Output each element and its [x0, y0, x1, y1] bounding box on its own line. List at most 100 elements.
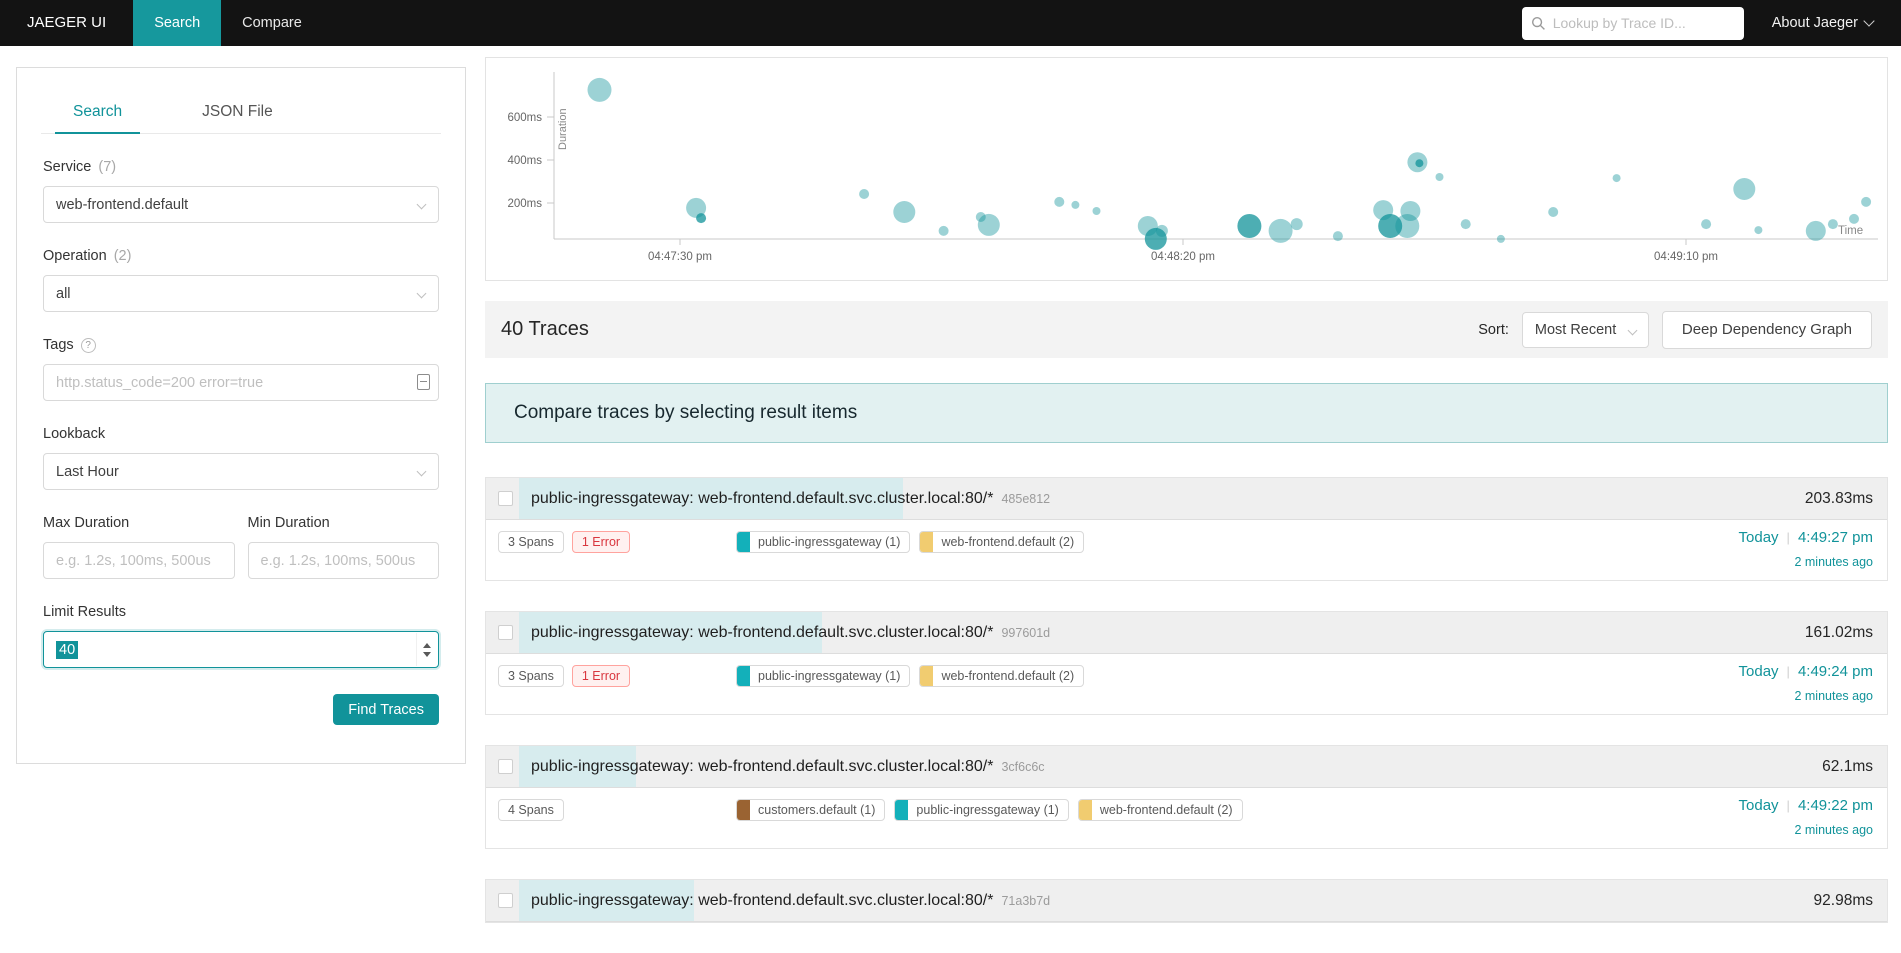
chevron-down-icon	[416, 199, 427, 210]
trace-title-link[interactable]: public-ingressgateway: web-frontend.defa…	[531, 757, 1045, 775]
compare-banner-text: Compare traces by selecting result items	[514, 402, 858, 423]
scatter-point[interactable]	[1861, 196, 1872, 207]
scatter-point[interactable]	[1701, 219, 1712, 230]
trace-title-link[interactable]: public-ingressgateway: web-frontend.defa…	[531, 891, 1051, 909]
scatter-point[interactable]	[587, 77, 612, 102]
deep-dependency-graph-button[interactable]: Deep Dependency Graph	[1661, 310, 1872, 349]
scatter-point[interactable]	[1268, 218, 1293, 243]
trace-duration: 161.02ms	[1804, 623, 1873, 641]
trace-id: 997601d	[1001, 625, 1051, 640]
scatter-point[interactable]	[1460, 219, 1471, 230]
scatter-point[interactable]	[859, 189, 870, 199]
number-stepper[interactable]	[416, 633, 437, 666]
trace-count: 40 Traces	[501, 318, 589, 340]
limit-results-input[interactable]: 40	[43, 631, 439, 668]
scatter-point[interactable]	[1805, 220, 1826, 241]
trace-checkbox[interactable]	[498, 491, 513, 506]
trace-checkbox[interactable]	[498, 893, 513, 908]
trace-card-header[interactable]: public-ingressgateway: web-frontend.defa…	[486, 880, 1887, 922]
trace-title-link[interactable]: public-ingressgateway: web-frontend.defa…	[531, 489, 1051, 507]
lookback-select[interactable]: Last Hour	[43, 453, 439, 490]
nav-tab-compare[interactable]: Compare	[242, 15, 302, 31]
trace-card-header[interactable]: public-ingressgateway: web-frontend.defa…	[486, 478, 1887, 520]
y-axis-label: Duration	[557, 108, 569, 150]
scatter-point[interactable]	[1496, 234, 1505, 243]
search-icon	[1531, 16, 1545, 30]
scatter-point[interactable]	[1290, 218, 1303, 231]
trace-checkbox[interactable]	[498, 759, 513, 774]
scatter-point[interactable]	[1092, 207, 1101, 215]
trace-result-card: public-ingressgateway: web-frontend.defa…	[485, 611, 1888, 715]
scatter-point[interactable]	[1054, 196, 1065, 207]
scatter-point[interactable]	[1435, 173, 1444, 181]
scatter-point[interactable]	[977, 213, 1000, 236]
limit-results-value: 40	[56, 640, 79, 659]
service-tag: web-frontend.default (2)	[1077, 799, 1243, 821]
sort-select[interactable]: Most Recent	[1521, 311, 1649, 348]
chevron-down-icon	[416, 466, 427, 477]
scatter-point[interactable]	[938, 225, 949, 236]
operation-select[interactable]: all	[43, 275, 439, 312]
span-count-tag: 4 Spans	[498, 799, 564, 821]
y-tick-label: 200ms	[507, 198, 542, 210]
service-color-swatch	[1078, 800, 1092, 820]
nav-right: About Jaeger	[1521, 0, 1901, 46]
trace-card-header[interactable]: public-ingressgateway: web-frontend.defa…	[486, 746, 1887, 788]
trace-duration: 62.1ms	[1822, 757, 1873, 775]
span-count-tag: 3 Spans	[498, 531, 564, 553]
duration-scatter-chart[interactable]: 600ms 400ms 200ms 04:47:30 pm 04:48:20 pm 04:…	[485, 57, 1888, 281]
duration-bar	[519, 478, 904, 519]
trace-id: 485e812	[1001, 491, 1051, 506]
scatter-plot[interactable]: 600ms 400ms 200ms 04:47:30 pm 04:48:20 pm 04:…	[486, 58, 1887, 280]
about-jaeger-menu[interactable]: About Jaeger	[1772, 15, 1875, 31]
x-tick-label: 04:48:20 pm	[1151, 251, 1215, 263]
tags-input[interactable]	[43, 364, 439, 401]
trace-checkbox[interactable]	[498, 625, 513, 640]
trace-card-header[interactable]: public-ingressgateway: web-frontend.defa…	[486, 612, 1887, 654]
results-column: 600ms 400ms 200ms 04:47:30 pm 04:48:20 pm 04:…	[485, 57, 1888, 953]
duration-bar	[519, 746, 636, 787]
scatter-point[interactable]	[1395, 214, 1420, 238]
max-duration-input[interactable]	[43, 542, 235, 579]
service-tag: public-ingressgateway (1)	[894, 799, 1069, 821]
service-color-swatch	[920, 666, 934, 686]
scatter-point[interactable]	[1415, 159, 1424, 168]
tab-search[interactable]: Search	[55, 92, 141, 134]
scatter-point[interactable]	[1155, 224, 1168, 237]
min-duration-input[interactable]	[247, 542, 439, 579]
service-label: Service (7)	[43, 159, 117, 175]
trace-id: 3cf6c6c	[1001, 759, 1045, 774]
scatter-point[interactable]	[1144, 227, 1167, 250]
scatter-point[interactable]	[1071, 200, 1080, 209]
service-color-swatch	[737, 666, 750, 686]
find-traces-button[interactable]: Find Traces	[333, 694, 439, 725]
span-count-tag: 3 Spans	[498, 665, 564, 687]
scatter-point[interactable]	[975, 212, 986, 222]
scatter-point[interactable]	[1237, 214, 1262, 238]
scatter-point[interactable]	[1332, 231, 1343, 242]
tags-advanced-toggle-icon[interactable]	[417, 374, 430, 390]
scatter-point[interactable]	[686, 197, 707, 218]
service-tag: public-ingressgateway (1)	[736, 531, 911, 553]
service-value: web-frontend.default	[56, 196, 189, 213]
scatter-point[interactable]	[1827, 219, 1838, 230]
scatter-point[interactable]	[1733, 178, 1756, 200]
scatter-point[interactable]	[696, 213, 707, 224]
service-tag: public-ingressgateway (1)	[736, 665, 911, 687]
nav-tab-search[interactable]: Search	[133, 0, 222, 46]
scatter-point[interactable]	[1754, 226, 1763, 235]
lookback-label: Lookback	[43, 426, 106, 442]
service-select[interactable]: web-frontend.default	[43, 186, 439, 223]
scatter-point[interactable]	[1849, 213, 1859, 224]
trace-title-link[interactable]: public-ingressgateway: web-frontend.defa…	[531, 623, 1051, 641]
scatter-point[interactable]	[1548, 207, 1559, 217]
tab-json-file[interactable]: JSON File	[202, 103, 273, 120]
scatter-point[interactable]	[1612, 174, 1621, 183]
app-brand[interactable]: JAEGER UI	[27, 14, 107, 31]
scatter-point[interactable]	[1378, 214, 1403, 238]
scatter-point[interactable]	[893, 201, 916, 223]
help-icon[interactable]: ?	[80, 337, 96, 353]
trace-timestamp: Today | 4:49:24 pm 2 minutes ago	[1738, 663, 1873, 703]
scatter-point[interactable]	[1400, 201, 1421, 221]
trace-lookup-input[interactable]	[1521, 6, 1744, 40]
